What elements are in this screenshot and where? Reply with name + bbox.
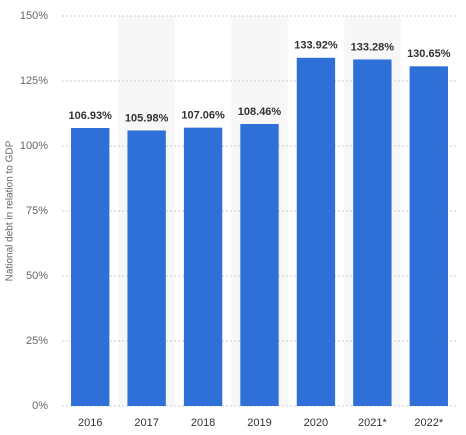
bar xyxy=(409,66,448,406)
y-tick-label: 125% xyxy=(20,75,48,87)
value-label: 133.28% xyxy=(351,41,395,53)
value-label: 108.46% xyxy=(238,106,282,118)
bar xyxy=(71,127,110,407)
bar xyxy=(183,127,223,407)
value-label: 105.98% xyxy=(125,112,169,124)
x-tick-label: 2022* xyxy=(414,417,443,429)
bar xyxy=(127,130,166,406)
bar xyxy=(353,59,392,407)
x-tick-label: 2019 xyxy=(247,417,271,429)
x-tick-label: 2018 xyxy=(191,417,215,429)
y-tick-label: 75% xyxy=(26,205,48,217)
y-tick-label: 25% xyxy=(26,335,48,347)
y-tick-label: 150% xyxy=(20,10,48,22)
x-tick-label: 2016 xyxy=(78,417,102,429)
y-tick-label: 0% xyxy=(32,400,48,412)
y-tick-label: 100% xyxy=(20,140,48,152)
y-tick-label: 50% xyxy=(26,270,48,282)
value-label: 130.65% xyxy=(407,48,451,60)
value-label: 107.06% xyxy=(181,110,225,122)
x-tick-label: 2020 xyxy=(304,417,328,429)
bar xyxy=(296,57,336,407)
bar xyxy=(240,124,279,406)
x-tick-label: 2017 xyxy=(134,417,158,429)
x-tick-label: 2021* xyxy=(358,417,387,429)
y-axis-title: National debt in relation to GDP xyxy=(5,140,16,281)
value-label: 106.93% xyxy=(68,110,112,122)
value-label: 133.92% xyxy=(294,40,338,52)
